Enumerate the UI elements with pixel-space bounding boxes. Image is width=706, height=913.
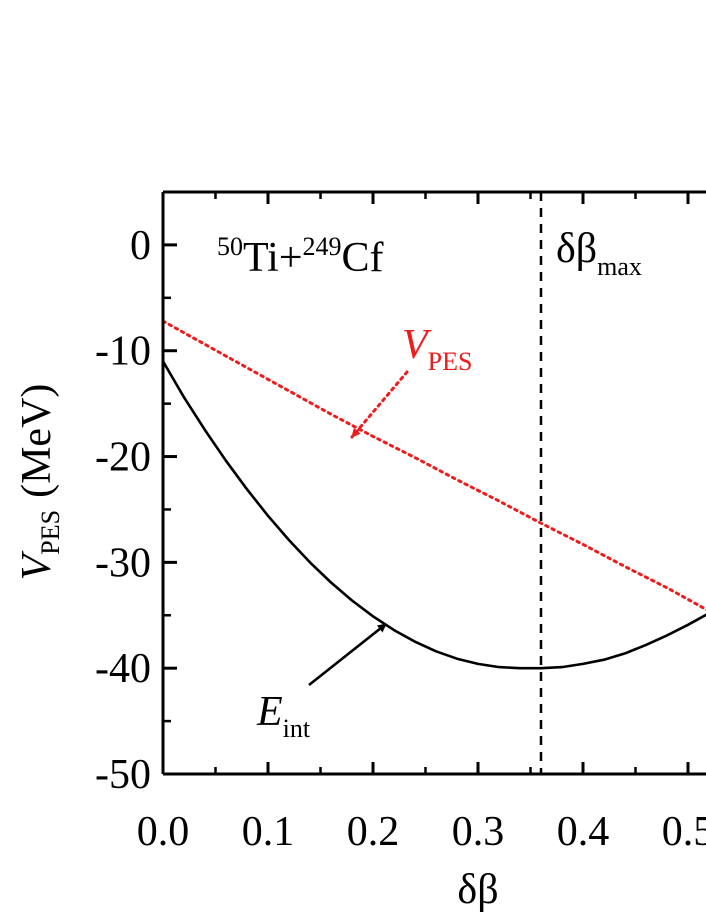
reaction-mass-1: 50 [217,232,243,261]
y-axis-label: VPES (MeV) [14,384,65,581]
series-arrow-e-int [308,622,387,687]
y-axis-label-subscript: PES [36,510,65,555]
x-tick-label: 0.0 [137,809,190,855]
y-tick-label: -30 [95,540,151,586]
y-tick-label: -10 [95,329,151,375]
reaction-mass-2: 249 [303,232,342,261]
x-tick-label: 0.2 [347,809,400,855]
y-tick-label: -20 [95,435,151,481]
series-line-e-int [163,360,706,670]
reaction-element-1: Ti [243,235,279,281]
series-line-v-pes [163,319,706,612]
x-tick-label: 0.3 [452,809,505,855]
x-tick-labels: 0.0 0.1 0.2 0.3 0.4 0.5 [137,809,706,855]
reaction-plus: + [279,235,303,281]
x-tick-label: 0.4 [557,809,610,855]
delta-beta-max-label: δβmax [556,226,642,281]
series-layer [163,192,706,774]
x-tick-label: 0.1 [242,809,295,855]
series-label-v-pes-symbol: V [402,322,432,368]
delta-beta-max-symbol: δβ [556,226,597,272]
x-axis-label: δβ [457,867,498,913]
x-tick-label: 0.5 [662,809,706,855]
y-axis-label-symbol: V [14,550,60,580]
y-tick-labels: 0 -10 -20 -30 -40 -50 [95,223,151,798]
series-label-v-pes-subscript: PES [428,347,473,376]
delta-beta-max-subscript: max [597,252,642,281]
series-label-e-int: Eint [256,689,311,743]
y-axis-label-unit: (MeV) [14,384,60,498]
y-tick-label: -50 [95,752,151,798]
series-label-v-pes: VPES [402,322,472,376]
series-label-e-int-subscript: int [283,714,311,743]
series-label-e-int-symbol: E [256,689,283,735]
reaction-label: 50Ti+249Cf [217,232,384,281]
y-tick-label: -40 [95,646,151,692]
series-arrow-v-pes [350,370,409,439]
reaction-element-2: Cf [342,235,384,281]
y-tick-label: 0 [130,223,151,269]
